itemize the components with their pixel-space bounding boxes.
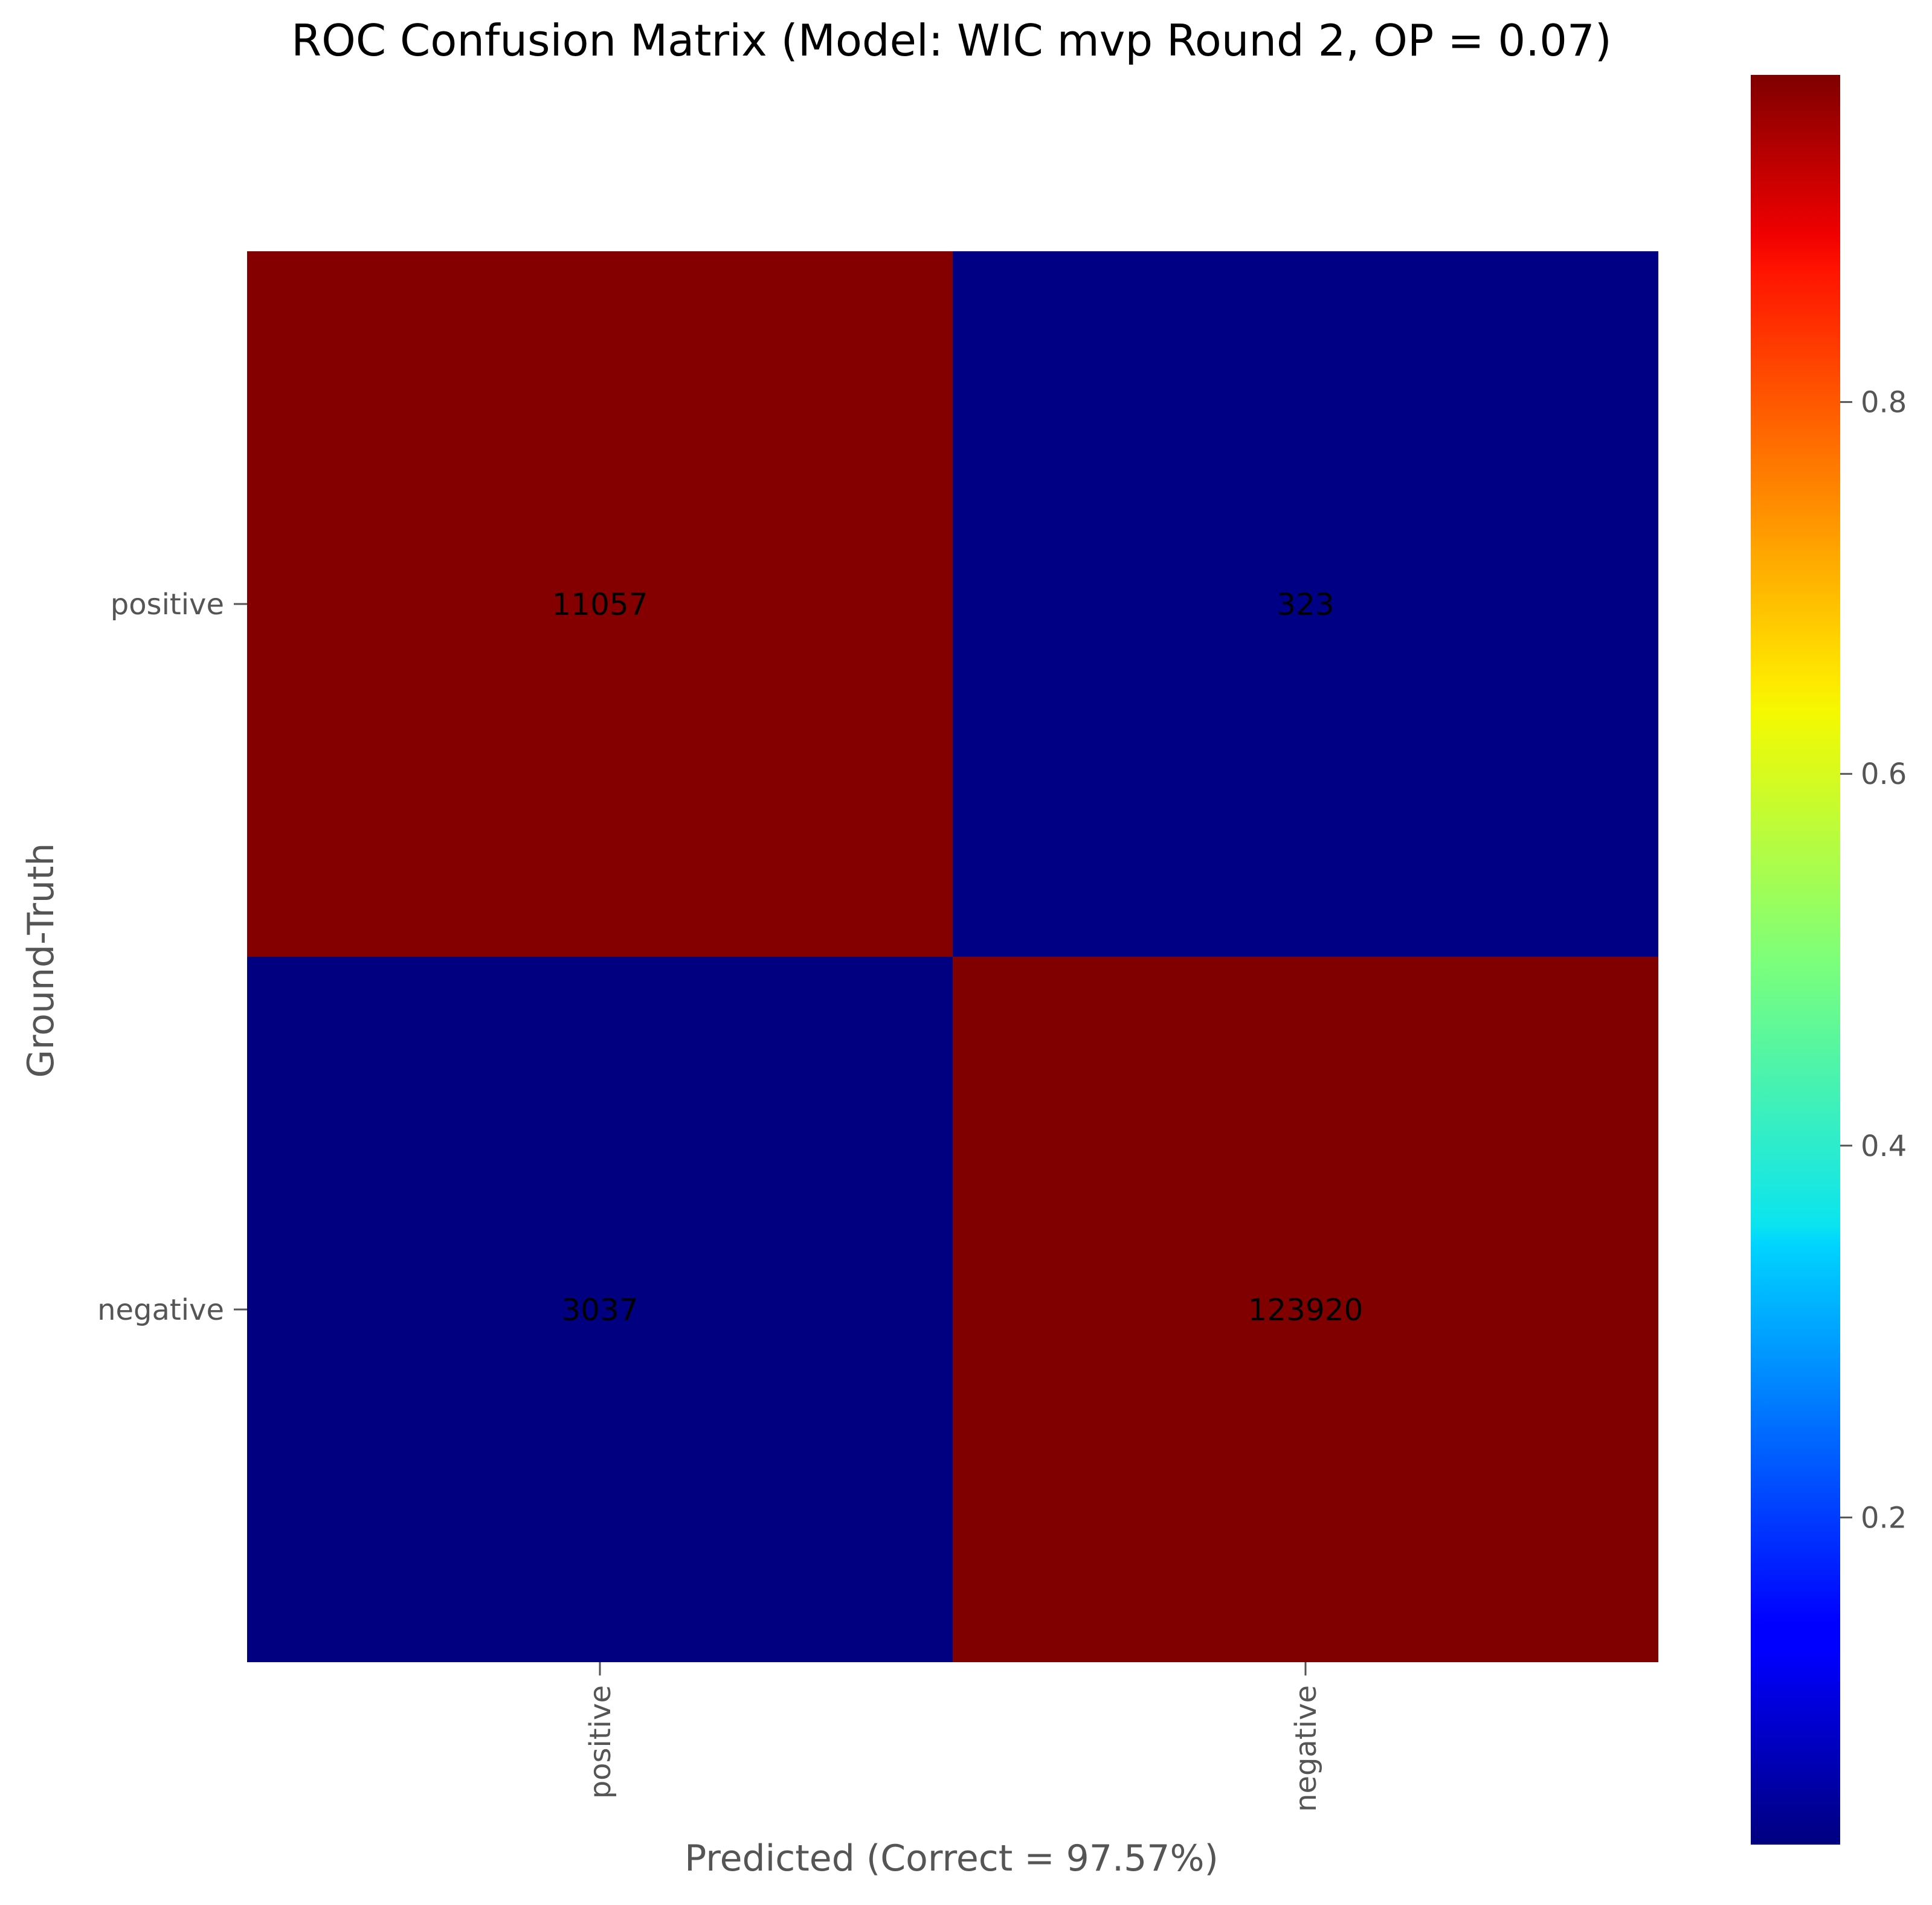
heatmap-cell: [247, 251, 953, 957]
heatmap-cell: [953, 251, 1658, 957]
y-tick-label: positive: [111, 588, 224, 622]
x-tick-label: positive: [584, 1685, 617, 1799]
chart-title: ROC Confusion Matrix (Model: WIC mvp Rou…: [291, 15, 1612, 66]
colorbar-ticks: 0.2 0.4 0.6 0.8: [1840, 386, 1907, 1535]
cell-value-label: 3037: [561, 1293, 638, 1328]
x-axis-label: Predicted (Correct = 97.57%): [684, 1837, 1219, 1880]
x-tick-label: negative: [1289, 1685, 1323, 1812]
heatmap-cells: [247, 251, 1658, 1662]
heatmap-cell: [247, 957, 953, 1662]
cell-value-labels: 11057 323 3037 123920: [552, 587, 1363, 1328]
colorbar-tick-label: 0.2: [1861, 1501, 1907, 1535]
colorbar-tick-label: 0.8: [1861, 386, 1907, 420]
heatmap-cell: [953, 957, 1658, 1662]
x-axis-ticks: positive negative: [584, 1662, 1323, 1812]
colorbar-tick-label: 0.6: [1861, 757, 1907, 791]
y-tick-label: negative: [97, 1293, 224, 1327]
cell-value-label: 323: [1277, 587, 1334, 622]
cell-value-label: 123920: [1248, 1293, 1364, 1328]
cell-value-label: 11057: [552, 587, 648, 622]
colorbar-tick-label: 0.4: [1861, 1129, 1907, 1163]
y-axis-ticks: positive negative: [97, 588, 247, 1327]
y-axis-label: Ground-Truth: [20, 843, 62, 1078]
colorbar: [1751, 75, 1840, 1845]
